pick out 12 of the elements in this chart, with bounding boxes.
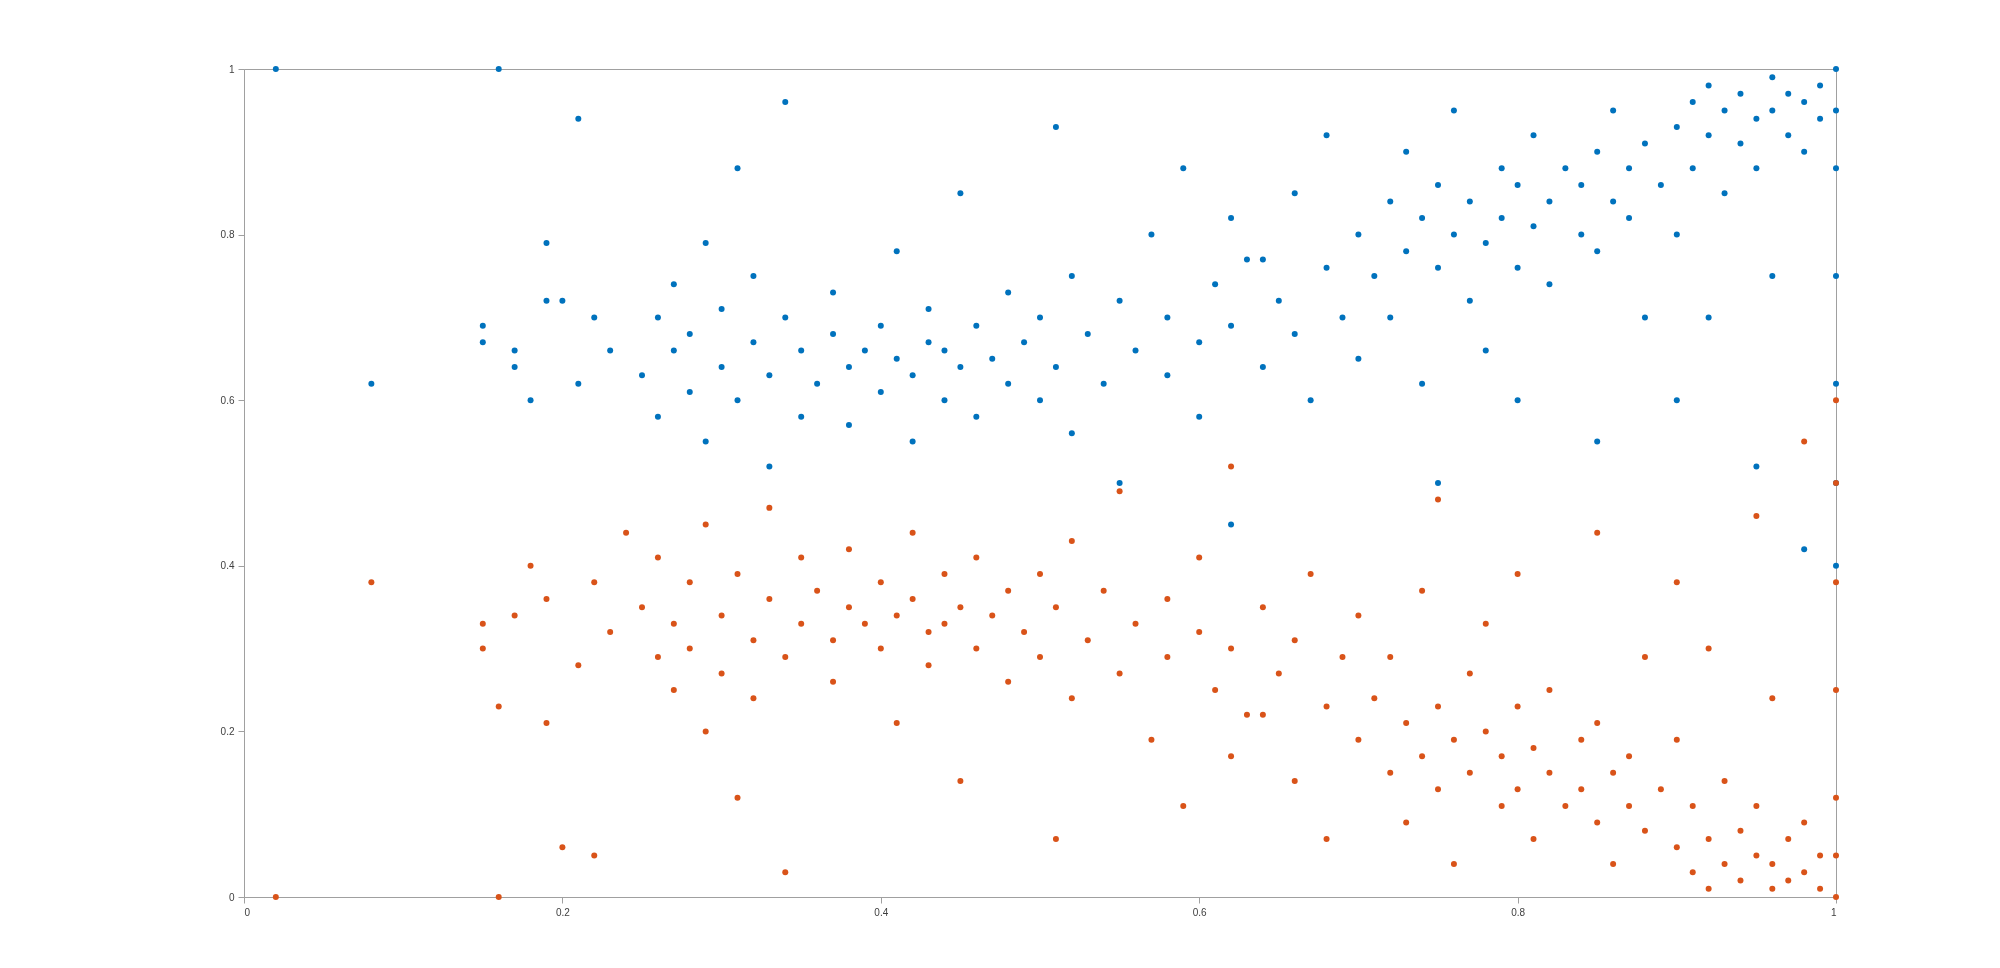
y-tick-label: 0.2	[220, 725, 235, 737]
y-tick-label: 1	[228, 63, 235, 75]
x-tick-label: 0.2	[555, 906, 571, 918]
x-tick-label: 1	[1830, 906, 1837, 918]
x-tick-label: 0.6	[1192, 906, 1208, 918]
x-tick-label: 0.8	[1511, 906, 1526, 918]
x-tick-label: 0	[244, 906, 251, 918]
x-tick-label: 0.4	[874, 906, 889, 918]
y-tick-label: 0	[228, 891, 235, 903]
y-tick-label: 0.6	[220, 394, 235, 406]
y-tick-label: 0.4	[220, 560, 235, 572]
y-tick-label: 0.8	[220, 229, 235, 241]
